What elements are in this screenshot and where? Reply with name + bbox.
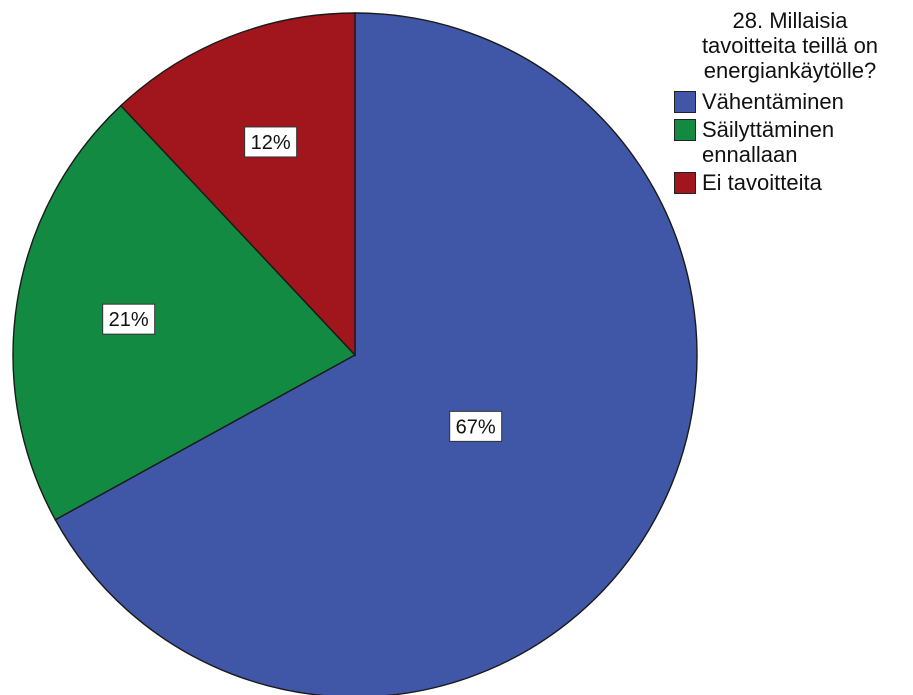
legend-title: 28. Millaisia tavoitteita teillä on ener… bbox=[672, 8, 908, 83]
pie-slice-ei-tavoitteita bbox=[119, 12, 356, 357]
legend-label-line: ennallaan bbox=[702, 142, 798, 167]
legend-swatch bbox=[674, 172, 696, 194]
legend: 28. Millaisia tavoitteita teillä on ener… bbox=[672, 8, 908, 198]
legend-item: Säilyttäminen ennallaan bbox=[672, 117, 908, 167]
data-label: 12% bbox=[251, 132, 291, 154]
legend-label-line: Vähentäminen bbox=[702, 89, 844, 114]
pie-slices bbox=[12, 12, 698, 695]
legend-title-line: energiankäytölle? bbox=[703, 58, 877, 83]
legend-swatch bbox=[674, 91, 696, 113]
legend-label-line: Ei tavoitteita bbox=[702, 170, 822, 195]
pie-data-labels: 67% 21% 12% bbox=[102, 126, 503, 442]
data-label-group: 12% bbox=[244, 126, 298, 158]
data-label-box bbox=[102, 303, 156, 335]
legend-item: Ei tavoitteita bbox=[672, 170, 908, 195]
legend-title-line: tavoitteita teillä on bbox=[701, 33, 879, 58]
legend-label: Ei tavoitteita bbox=[702, 170, 822, 195]
legend-items: Vähentäminen Säilyttäminen ennallaan Ei tav… bbox=[672, 89, 908, 195]
data-label-group: 21% bbox=[102, 303, 156, 335]
legend-title-line: 28. Millaisia bbox=[732, 8, 848, 33]
data-label: 67% bbox=[456, 416, 496, 438]
legend-item: Vähentäminen bbox=[672, 89, 908, 114]
data-label-group: 67% bbox=[449, 410, 503, 442]
legend-swatch bbox=[674, 119, 696, 141]
pie-slice-säilyttäminen-ennallaan bbox=[12, 104, 357, 521]
legend-label: Vähentäminen bbox=[702, 89, 844, 114]
pie-slice-vähentäminen bbox=[54, 12, 698, 695]
data-label: 21% bbox=[109, 309, 149, 331]
data-label-box bbox=[244, 126, 298, 158]
legend-label-line: Säilyttäminen bbox=[702, 117, 835, 142]
data-label-box bbox=[449, 410, 503, 442]
legend-label: Säilyttäminen ennallaan bbox=[702, 117, 834, 167]
